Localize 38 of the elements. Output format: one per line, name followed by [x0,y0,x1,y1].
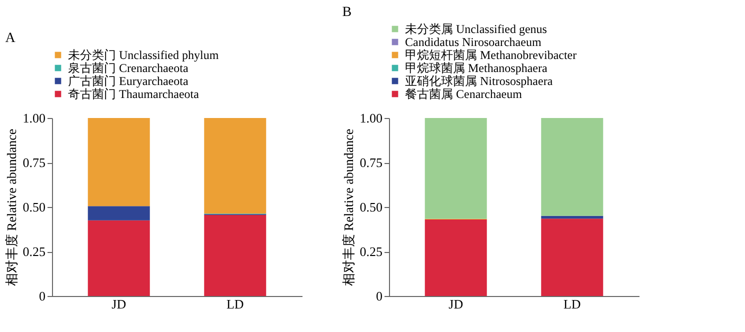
x-tick-label: LD [226,296,244,312]
y-axis-title: 相对丰度 Relative abundance [4,128,19,286]
x-tick-label: JD [448,296,464,312]
x-tick-label: JD [112,296,126,312]
y-tick-label: 0.50 [22,200,46,214]
y-tick-label: 0.75 [360,155,382,170]
legend-label: 甲烷球菌属 Methanosphaera [405,61,548,75]
chart-title: B [342,5,352,20]
legend-label: 泉古菌门 Crenarchaeota [68,61,189,75]
bar [88,220,150,296]
y-tick-label: 0.25 [22,244,46,259]
legend-label: 广古菌门 Euryarchaeota [68,74,189,88]
y-tick-label: 0.50 [360,200,382,214]
y-tick-label: 1.00 [22,110,46,126]
y-tick-label: 0 [376,288,382,304]
bar [424,219,487,296]
legend-label: Candidatus Nirosoarchaeum [405,35,542,49]
bar [204,118,266,214]
legend-label: 甲烷短杆菌属 Methanobrevibacter [405,48,577,62]
bar [541,216,604,219]
legend-label: 未分类门 Unclassified phylum [68,48,220,62]
y-tick-label: 1.00 [360,110,382,126]
legend-label: 未分类属 Unclassified genus [405,22,548,36]
bar [88,206,150,220]
y-tick-label: 0.25 [360,244,382,259]
y-axis-title: 相对丰度 Relative abundance [340,128,356,286]
bar [424,118,487,219]
legend-label: 亚硝化球菌属 Nitrososphaera [405,74,554,88]
y-tick-label: 0 [39,288,46,304]
legend-label: 餐古菌属 Cenarchaeum [405,87,523,101]
x-tick-label: LD [563,296,581,312]
bar [88,118,150,206]
bar [541,218,604,296]
bar [541,118,604,216]
legend-label: 奇古菌门 Thaumarchaeota [68,87,200,101]
chart-title: A [5,31,16,46]
y-tick-label: 0.75 [22,155,46,170]
bar [204,215,266,296]
